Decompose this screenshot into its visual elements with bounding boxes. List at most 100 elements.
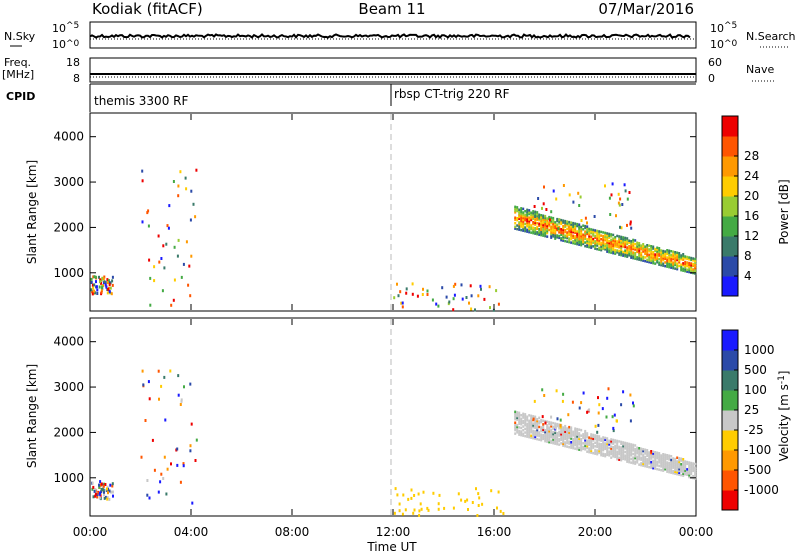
range-cell (678, 257, 681, 260)
range-cell (556, 417, 559, 421)
range-cell (612, 233, 615, 237)
range-cell (634, 251, 637, 255)
range-cell (614, 236, 617, 239)
range-cell (548, 420, 551, 424)
range-cell (540, 428, 543, 431)
range-cell (610, 440, 613, 443)
range-cell (674, 472, 677, 475)
range-cell (668, 469, 671, 472)
velocity-y-axis-title: Slant Range [km] (25, 364, 39, 468)
range-cell (189, 444, 192, 448)
noise-right-tick-top: 10^5 (710, 21, 737, 35)
range-cell (588, 449, 591, 452)
range-cell (684, 266, 687, 269)
range-cell (546, 220, 549, 224)
range-cell (398, 502, 401, 506)
range-cell (666, 250, 669, 254)
range-cell (188, 264, 191, 268)
range-cell (588, 242, 591, 245)
range-cell (664, 464, 667, 467)
range-cell (448, 300, 451, 304)
range-cell (538, 425, 541, 429)
range-cell (162, 477, 165, 480)
range-cell (656, 248, 659, 251)
range-cell (548, 225, 551, 228)
range-cell (111, 283, 114, 287)
range-cell (548, 437, 551, 440)
range-cell (608, 450, 611, 453)
range-cell (638, 247, 641, 250)
range-cell (682, 472, 685, 475)
range-cell (528, 423, 531, 426)
range-cell (686, 264, 689, 268)
range-cell (688, 466, 691, 470)
range-cell (149, 303, 152, 307)
range-cell (536, 213, 539, 216)
range-cell (610, 441, 613, 445)
range-cell (646, 449, 649, 452)
range-cell (572, 229, 575, 232)
range-cell (194, 459, 197, 462)
power-colorbar-cell (722, 236, 738, 257)
range-cell (604, 233, 607, 237)
range-cell (602, 439, 605, 443)
range-cell (480, 287, 482, 291)
range-cell (420, 507, 423, 511)
range-cell (190, 422, 193, 426)
range-cell (658, 261, 661, 264)
range-cell (608, 247, 611, 250)
range-cell (590, 230, 593, 233)
range-cell (622, 243, 625, 246)
range-cell (664, 462, 667, 466)
range-cell (542, 202, 545, 206)
range-cell (556, 439, 559, 442)
range-cell (608, 452, 611, 455)
range-cell (560, 218, 563, 222)
range-cell (686, 460, 689, 464)
range-cell (598, 449, 601, 453)
range-cell (106, 485, 109, 489)
range-cell (112, 494, 114, 498)
range-cell (614, 439, 617, 442)
range-cell (401, 301, 404, 305)
range-cell (534, 437, 537, 440)
range-cell (176, 463, 179, 467)
nave-tick-top: 60 (708, 56, 722, 69)
station-title: Kodiak (fitACF) (92, 0, 203, 18)
range-cell (636, 459, 639, 462)
range-cell (518, 413, 521, 416)
range-cell (610, 244, 613, 247)
range-cell (532, 215, 535, 219)
range-cell (530, 429, 533, 432)
range-cell (598, 444, 601, 447)
range-cell (550, 231, 553, 234)
range-cell (522, 414, 525, 417)
range-cell (560, 238, 563, 242)
range-cell (584, 224, 587, 228)
range-cell (564, 225, 567, 228)
range-cell (646, 253, 649, 256)
range-cell (644, 259, 647, 263)
range-cell (426, 293, 429, 296)
range-cell (550, 225, 553, 228)
range-cell (584, 435, 587, 438)
range-cell (524, 217, 527, 220)
range-cell (571, 400, 574, 404)
range-cell (564, 424, 567, 428)
range-cell (636, 257, 639, 261)
range-cell (393, 511, 396, 515)
range-cell (672, 256, 675, 259)
range-cell (528, 435, 531, 439)
range-cell (624, 189, 627, 193)
range-cell (622, 254, 625, 257)
range-cell (654, 460, 657, 463)
range-cell (612, 440, 615, 443)
range-cell (552, 235, 555, 238)
range-cell (467, 508, 469, 511)
range-cell (566, 430, 569, 434)
range-cell (605, 415, 608, 419)
range-cell (604, 235, 607, 238)
range-cell (97, 491, 100, 495)
range-cell (536, 211, 539, 214)
range-cell (100, 490, 103, 494)
